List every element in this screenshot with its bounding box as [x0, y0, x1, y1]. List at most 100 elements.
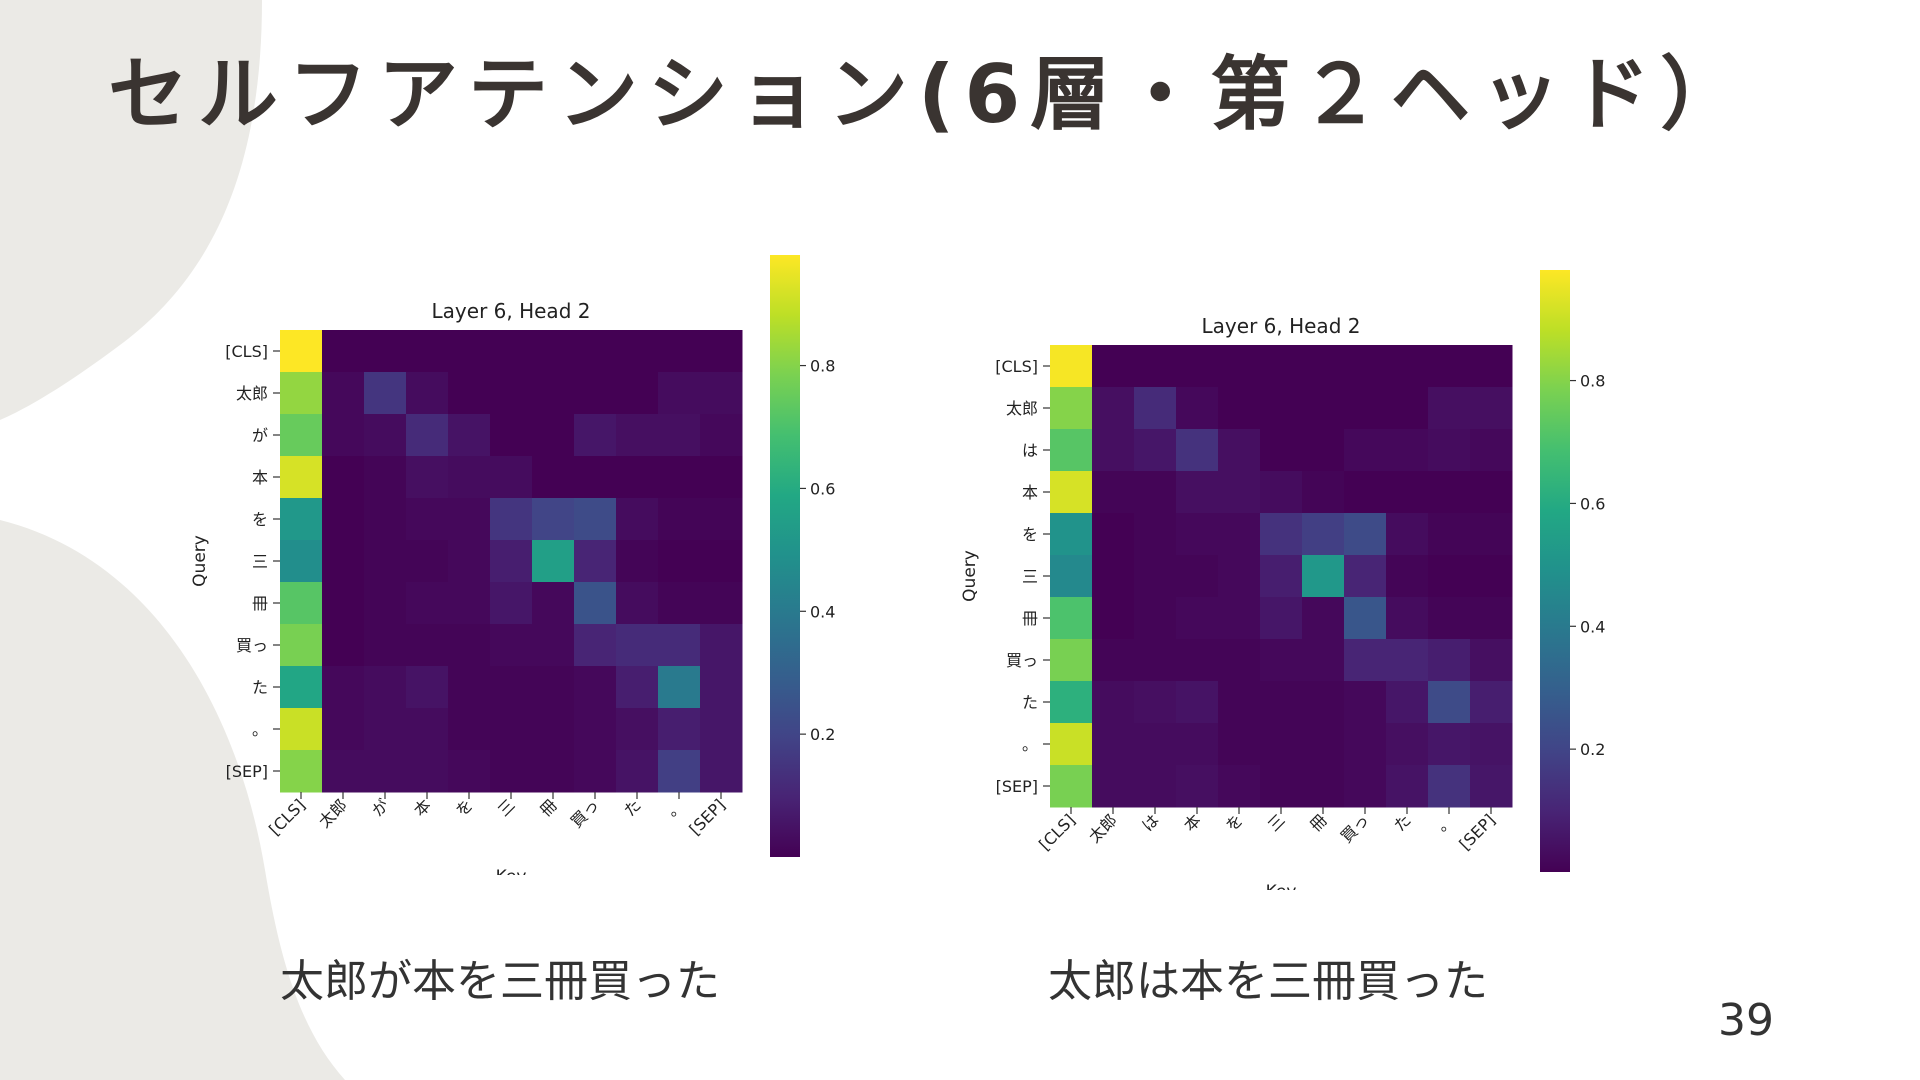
heatmap-cell — [1428, 639, 1471, 682]
heatmap-cell — [1050, 387, 1093, 430]
background-shape-bottom — [0, 520, 345, 1080]
heatmap-cell — [616, 330, 659, 373]
heatmap-cell — [448, 330, 491, 373]
heatmap-cell — [1386, 513, 1429, 556]
heatmap-cell — [616, 414, 659, 457]
heatmap-cell — [406, 582, 449, 625]
heatmap-cell — [1218, 345, 1261, 388]
heatmap-cell — [1386, 345, 1429, 388]
x-tick-label: 冊 — [536, 795, 561, 820]
y-tick-label: [SEP] — [226, 762, 268, 781]
heatmap-cell — [616, 582, 659, 625]
heatmap-cell — [280, 330, 323, 373]
heatmap-cell — [700, 540, 743, 583]
heatmap-cell — [1218, 555, 1261, 598]
heatmap-cell — [364, 582, 407, 625]
heatmap-cell — [1386, 597, 1429, 640]
heatmap-cell — [1260, 513, 1303, 556]
heatmap-cell — [700, 708, 743, 751]
y-tick-label: 三 — [1022, 567, 1038, 586]
y-tick-label: は — [1022, 441, 1038, 460]
heatmap-cell — [574, 498, 617, 541]
x-tick-label: 太郎 — [1085, 810, 1121, 846]
heatmap-cell — [406, 372, 449, 415]
heatmap-cell — [532, 708, 575, 751]
heatmap-cell — [700, 456, 743, 499]
heatmap-cell — [1218, 471, 1261, 514]
y-tick-label: 三 — [252, 552, 268, 571]
heatmap-cell — [1344, 513, 1387, 556]
heatmap-cell — [658, 582, 701, 625]
heatmap-cell — [1260, 555, 1303, 598]
x-tick-label: 太郎 — [315, 795, 351, 831]
page-number: 39 — [1718, 995, 1774, 1046]
y-tick-label: が — [252, 426, 268, 445]
heatmap-cell — [1176, 723, 1219, 766]
x-tick-label: 三 — [1264, 810, 1289, 835]
heatmap-cell — [574, 414, 617, 457]
heatmap-cell — [1176, 387, 1219, 430]
x-tick-label: 買っ — [567, 795, 603, 831]
x-tick-label: た — [1390, 810, 1415, 835]
heatmap-cell — [658, 498, 701, 541]
background-shape-top — [0, 0, 262, 420]
heatmap-cell — [406, 414, 449, 457]
x-tick-label: 。 — [662, 795, 687, 820]
heatmap-cell — [1092, 597, 1135, 640]
heatmap-cell — [280, 666, 323, 709]
heatmap-cell — [1302, 765, 1345, 808]
heatmap-svg-2: Layer 6, Head 2[CLS]太郎は本を三冊買った。[SEP][CLS… — [960, 270, 1605, 902]
colorbar-tick-label: 0.8 — [1580, 372, 1605, 391]
heatmap-cell — [448, 666, 491, 709]
colorbar-tick-label: 0.8 — [810, 357, 835, 376]
heatmap-cell — [1134, 387, 1177, 430]
y-tick-label: 買っ — [236, 636, 268, 655]
heatmap-cell — [1260, 429, 1303, 472]
x-tick-label: 。 — [1432, 810, 1457, 835]
heatmap-cell — [574, 624, 617, 667]
heatmap-cell — [1176, 429, 1219, 472]
heatmap-cell — [616, 498, 659, 541]
heatmap-chart-1: Layer 6, Head 2 [CLS] 太郎が本を三冊買った。 [SEP] [CLS… — [180, 235, 860, 887]
heatmap-cell — [532, 750, 575, 793]
heatmap-cell — [364, 666, 407, 709]
heatmap-cell — [322, 372, 365, 415]
heatmap-cell — [1092, 513, 1135, 556]
y-tick-label: 本 — [252, 468, 268, 487]
heatmap-cell — [532, 540, 575, 583]
heatmap-cell — [1134, 597, 1177, 640]
heatmap-cell — [700, 666, 743, 709]
heatmap-cell — [532, 414, 575, 457]
heatmap-cell — [1260, 681, 1303, 724]
heatmap-cell — [322, 456, 365, 499]
heatmap-cell — [1176, 639, 1219, 682]
heatmap-cell — [1134, 723, 1177, 766]
heatmap-cell — [1470, 597, 1513, 640]
heatmap-cell — [1302, 639, 1345, 682]
heatmap-cell — [1428, 513, 1471, 556]
heatmap-cell — [700, 750, 743, 793]
heatmap-cell — [1050, 555, 1093, 598]
heatmap-cell — [1260, 345, 1303, 388]
heatmap-cell — [1302, 597, 1345, 640]
heatmap-cell — [1050, 597, 1093, 640]
heatmap-cell — [448, 456, 491, 499]
heatmap-cell — [448, 498, 491, 541]
heatmap-cell — [364, 540, 407, 583]
heatmap-cell — [406, 750, 449, 793]
heatmap-cell — [658, 624, 701, 667]
heatmap-cell — [448, 582, 491, 625]
heatmap-cell — [1050, 513, 1093, 556]
heatmap-cell — [1218, 681, 1261, 724]
heatmap-cell — [406, 330, 449, 373]
heatmap-cell — [1260, 597, 1303, 640]
heatmap-cell — [616, 540, 659, 583]
heatmap-cell — [1428, 471, 1471, 514]
heatmap-cell — [1302, 471, 1345, 514]
heatmap-cell — [1176, 471, 1219, 514]
heatmap-cell — [1302, 513, 1345, 556]
heatmap-cell — [490, 498, 533, 541]
caption-left: 太郎が本を三冊買った — [280, 956, 720, 1007]
x-tick-label: 本 — [410, 795, 435, 820]
